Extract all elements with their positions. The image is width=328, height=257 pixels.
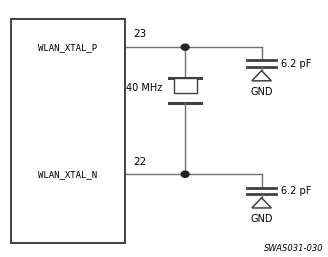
Text: WLAN_XTAL_N: WLAN_XTAL_N bbox=[38, 170, 98, 179]
Text: 6.2 pF: 6.2 pF bbox=[281, 186, 312, 196]
Text: GND: GND bbox=[250, 214, 273, 224]
Text: GND: GND bbox=[250, 87, 273, 97]
Text: WLAN_XTAL_P: WLAN_XTAL_P bbox=[38, 43, 98, 52]
Polygon shape bbox=[252, 198, 271, 208]
Text: 6.2 pF: 6.2 pF bbox=[281, 59, 312, 69]
Bar bbox=[174, 78, 196, 93]
Circle shape bbox=[181, 171, 189, 177]
Circle shape bbox=[181, 44, 189, 50]
Bar bbox=[11, 19, 125, 243]
Text: 23: 23 bbox=[133, 30, 146, 39]
Polygon shape bbox=[252, 71, 271, 81]
Text: 22: 22 bbox=[133, 157, 146, 167]
Text: SWAS031-030: SWAS031-030 bbox=[264, 244, 323, 253]
Text: 40 MHz: 40 MHz bbox=[126, 83, 162, 93]
